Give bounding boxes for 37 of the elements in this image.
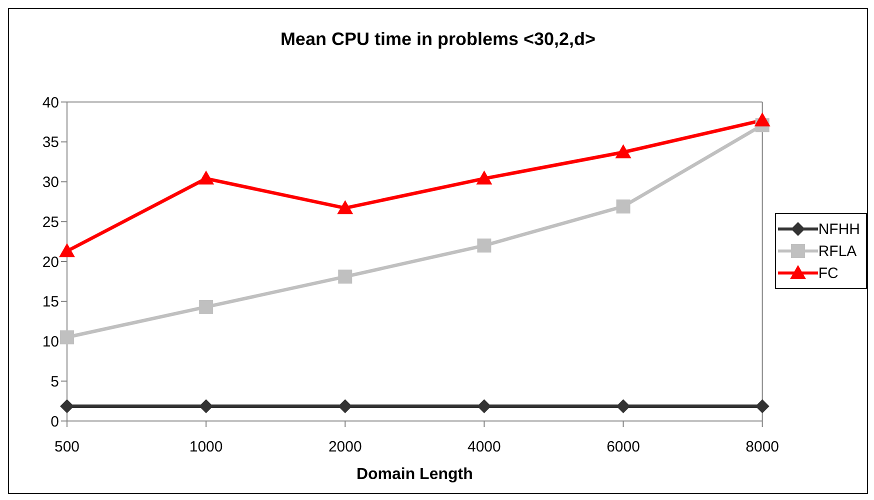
y-tick-label: 40 — [42, 94, 59, 112]
y-tick-label: 35 — [42, 134, 59, 152]
x-tick-label: 8000 — [746, 438, 780, 456]
point — [198, 170, 214, 185]
x-tick-label: 4000 — [468, 438, 501, 456]
point — [477, 399, 492, 414]
point — [338, 399, 352, 414]
point — [615, 144, 632, 158]
point — [477, 238, 492, 253]
x-tick-label: 6000 — [606, 438, 640, 456]
legend-label: RFLA — [818, 242, 857, 260]
point — [616, 199, 630, 214]
chart-title: Mean CPU time in problems <30,2,d> — [279, 29, 597, 50]
y-tick-label: 15 — [42, 294, 59, 311]
legend-label: FC — [818, 264, 838, 282]
point — [60, 399, 74, 414]
point — [476, 170, 492, 185]
point — [337, 200, 354, 214]
x-tick-label: 2000 — [328, 438, 362, 456]
point — [755, 399, 770, 414]
y-tick-label: 10 — [42, 334, 59, 351]
x-tick-label: 1000 — [189, 438, 223, 456]
x-tick-label: 500 — [54, 438, 80, 456]
point — [199, 399, 214, 414]
y-tick-label: 20 — [42, 254, 59, 271]
y-tick-label: 25 — [42, 214, 59, 231]
y-tick-label: 0 — [50, 413, 59, 430]
point — [616, 399, 630, 414]
x-axis-title: Domain Length — [356, 466, 473, 483]
y-tick-label: 5 — [50, 373, 59, 390]
y-tick-label: 30 — [42, 174, 59, 192]
legend-label: NFHH — [818, 220, 860, 238]
point — [338, 270, 352, 284]
point — [199, 300, 214, 314]
point — [754, 112, 770, 126]
point — [59, 243, 75, 258]
point — [60, 330, 74, 344]
